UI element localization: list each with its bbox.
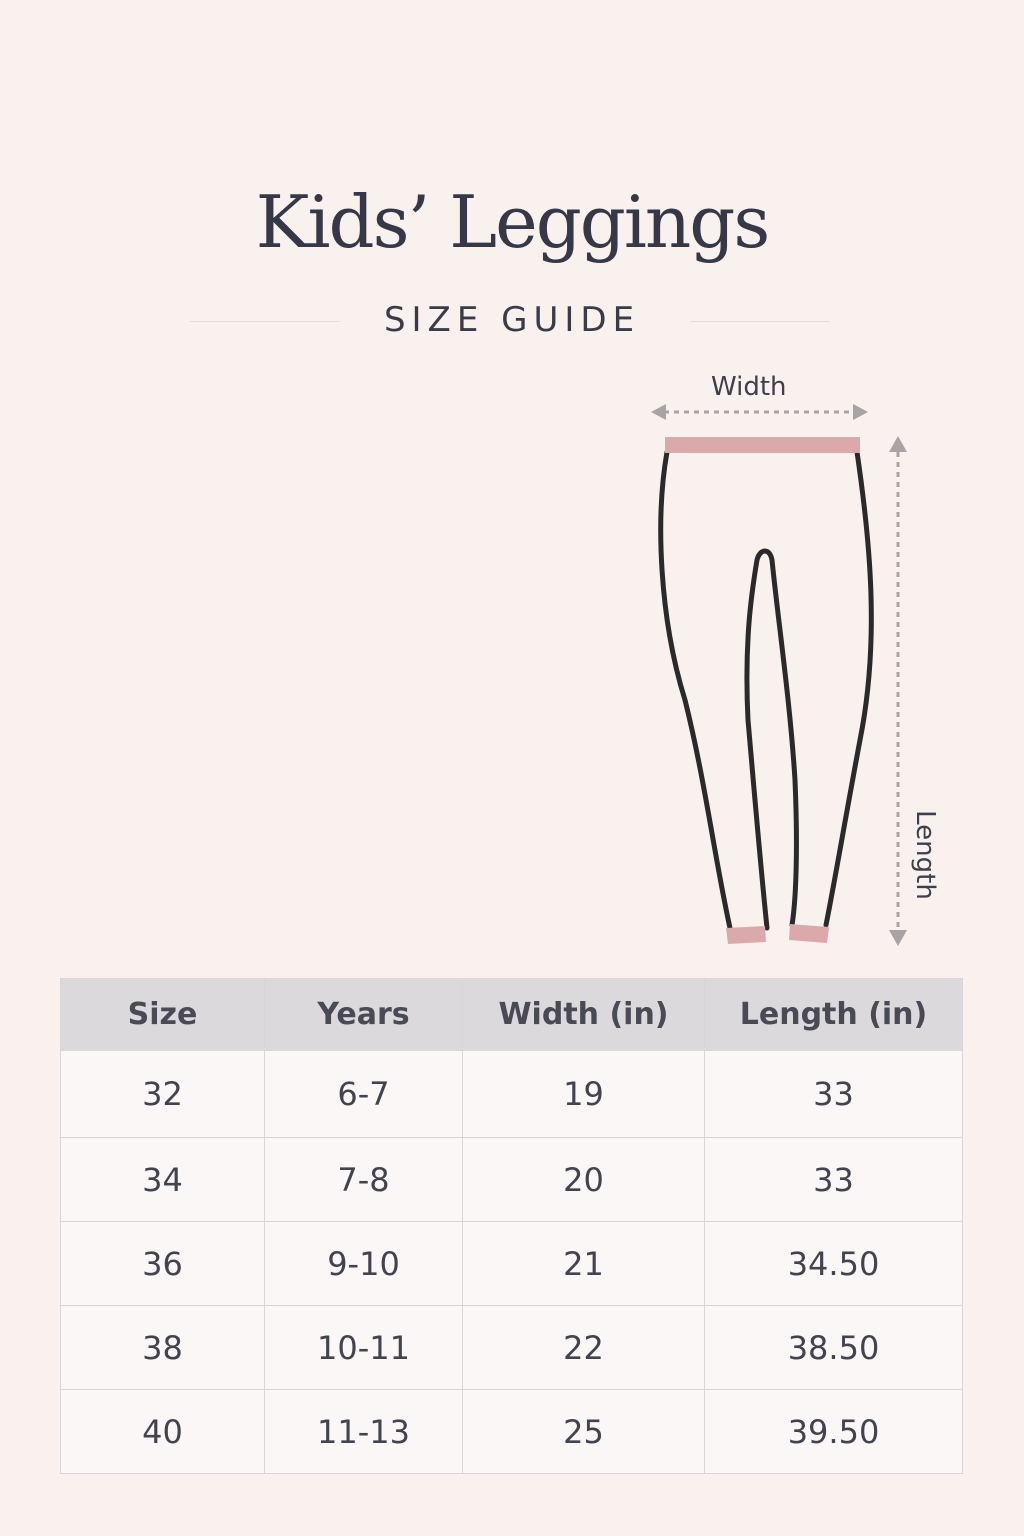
cell-years: 6-7 — [264, 1050, 463, 1138]
table-row: 34 7-8 20 33 — [60, 1137, 963, 1222]
cell-size: 36 — [60, 1221, 265, 1306]
table-header-row: Size Years Width (in) Length (in) — [60, 978, 963, 1051]
left-cuff — [726, 926, 766, 944]
cell-size: 40 — [60, 1389, 265, 1474]
table-row: 38 10-11 22 38.50 — [60, 1305, 963, 1390]
cell-size: 34 — [60, 1137, 265, 1222]
header-size: Size — [60, 978, 265, 1051]
waistband — [665, 437, 860, 453]
cell-years: 10-11 — [264, 1305, 463, 1390]
cell-width: 20 — [462, 1137, 705, 1222]
table-row: 40 11-13 25 39.50 — [60, 1389, 963, 1474]
leggings-outline — [658, 449, 874, 931]
cell-size: 32 — [60, 1050, 265, 1138]
cell-length: 33 — [704, 1050, 963, 1138]
length-label: Length — [910, 810, 940, 900]
cell-width: 21 — [462, 1221, 705, 1306]
cell-length: 33 — [704, 1137, 963, 1222]
divider-right — [690, 321, 830, 322]
length-arrow — [889, 436, 907, 946]
cell-years: 9-10 — [264, 1221, 463, 1306]
header-years: Years — [264, 978, 463, 1051]
cell-years: 7-8 — [264, 1137, 463, 1222]
cell-length: 38.50 — [704, 1305, 963, 1390]
header-length: Length (in) — [704, 978, 963, 1051]
cell-length: 39.50 — [704, 1389, 963, 1474]
cell-size: 38 — [60, 1305, 265, 1390]
leggings-diagram — [651, 404, 907, 946]
header-width: Width (in) — [462, 978, 705, 1051]
width-arrow — [651, 404, 868, 420]
cell-width: 22 — [462, 1305, 705, 1390]
divider-left — [190, 321, 340, 322]
table-row: 32 6-7 19 33 — [60, 1050, 963, 1138]
page-subtitle: SIZE GUIDE — [383, 300, 641, 340]
page-title: Kids’ Leggings — [255, 180, 771, 264]
cell-years: 11-13 — [264, 1389, 463, 1474]
table-row: 36 9-10 21 34.50 — [60, 1221, 963, 1306]
cell-length: 34.50 — [704, 1221, 963, 1306]
right-cuff — [789, 924, 829, 943]
cell-width: 19 — [462, 1050, 705, 1138]
cell-width: 25 — [462, 1389, 705, 1474]
size-table: Size Years Width (in) Length (in) 32 6-7… — [60, 978, 963, 1474]
width-label: Width — [711, 372, 787, 402]
